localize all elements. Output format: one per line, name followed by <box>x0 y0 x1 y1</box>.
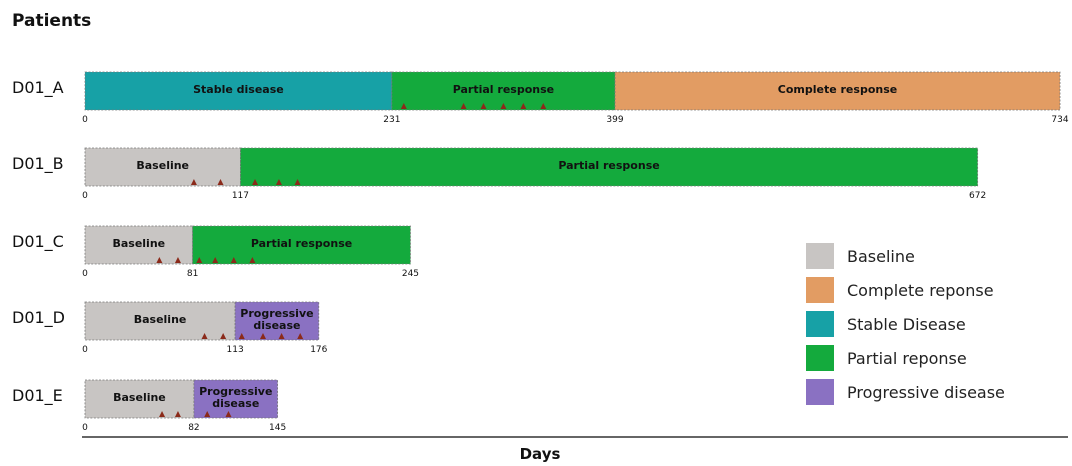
patient-id-label: D01_A <box>12 78 64 98</box>
timeline-segment <box>614 71 1061 111</box>
legend-label: Baseline <box>847 247 915 266</box>
segment-label: Baseline <box>136 159 189 172</box>
timeline-segment <box>84 379 195 419</box>
patient-id-label: D01_E <box>12 386 63 406</box>
event-marker <box>230 257 237 263</box>
event-marker <box>460 103 467 109</box>
patient-row: D01_A Stable disease Partial response Compl… <box>12 71 1069 125</box>
event-marker <box>294 179 301 185</box>
legend-item: Complete reponse <box>806 277 994 303</box>
event-marker <box>225 411 232 417</box>
event-marker <box>520 103 527 109</box>
segment-label: Progressive disease <box>199 385 272 410</box>
timeline-segment <box>234 301 320 341</box>
patient-row: D01_C Baseline Partial response 0 81 245 <box>12 225 419 279</box>
event-marker <box>159 411 166 417</box>
legend-swatch <box>806 243 834 269</box>
legend-label: Partial reponse <box>847 349 967 368</box>
segment-label: Partial response <box>251 237 352 250</box>
event-marker <box>249 257 256 263</box>
legend-swatch <box>806 311 834 337</box>
tick-label: 176 <box>310 345 327 355</box>
segment-label: Stable disease <box>193 83 284 96</box>
event-marker <box>297 333 304 339</box>
event-marker <box>540 103 547 109</box>
legend-swatch <box>806 379 834 405</box>
event-marker <box>259 333 266 339</box>
event-marker <box>190 179 197 185</box>
segment-label: Progressive disease <box>240 307 313 332</box>
chart-title: Patients <box>12 11 91 31</box>
patient-row: D01_B Baseline Partial response 0 117 672 <box>12 147 986 201</box>
tick-label: 0 <box>82 345 88 355</box>
event-marker <box>212 257 219 263</box>
tick-label: 734 <box>1051 115 1068 125</box>
event-marker <box>238 333 245 339</box>
patient-row: D01_E Baseline Progressive disease 0 82 145 <box>12 379 286 433</box>
tick-label: 145 <box>269 423 286 433</box>
legend-label: Progressive disease <box>847 383 1005 402</box>
event-marker <box>278 333 285 339</box>
tick-label: 113 <box>227 345 244 355</box>
legend-label: Stable Disease <box>847 315 966 334</box>
event-marker <box>174 257 181 263</box>
event-marker <box>275 179 282 185</box>
x-axis-label: Days <box>520 445 561 463</box>
segment-label: Partial response <box>453 83 554 96</box>
timeline-segment <box>84 71 393 111</box>
legend-item: Baseline <box>806 243 915 269</box>
event-marker <box>204 411 211 417</box>
event-marker <box>156 257 163 263</box>
event-marker <box>174 411 181 417</box>
tick-label: 0 <box>82 423 88 433</box>
legend-item: Progressive disease <box>806 379 1005 405</box>
legend-item: Partial reponse <box>806 345 967 371</box>
segment-label: Baseline <box>112 237 165 250</box>
segment-label: Baseline <box>134 313 187 326</box>
event-marker <box>500 103 507 109</box>
segment-label: Baseline <box>113 391 166 404</box>
tick-label: 82 <box>188 423 199 433</box>
segment-label: Complete response <box>778 83 897 96</box>
event-marker <box>217 179 224 185</box>
segment-label: Partial response <box>558 159 659 172</box>
event-marker <box>480 103 487 109</box>
timeline-segment <box>192 225 411 265</box>
legend: Baseline Complete reponse Stable Disease Pa… <box>806 243 1005 405</box>
timeline-segment <box>84 147 241 187</box>
tick-label: 672 <box>969 191 986 201</box>
tick-label: 117 <box>232 191 249 201</box>
patient-rows: D01_A Stable disease Partial response Compl… <box>12 71 1069 433</box>
timeline-segment <box>193 379 279 419</box>
tick-label: 245 <box>402 269 419 279</box>
tick-label: 399 <box>606 115 623 125</box>
patient-id-label: D01_B <box>12 154 64 174</box>
legend-label: Complete reponse <box>847 281 994 300</box>
event-marker <box>220 333 227 339</box>
event-marker <box>400 103 407 109</box>
timeline-segment <box>84 301 236 341</box>
patient-id-label: D01_D <box>12 308 65 328</box>
tick-label: 231 <box>383 115 400 125</box>
patient-row: D01_D Baseline Progressive disease 0 113 176 <box>12 301 328 355</box>
patient-id-label: D01_C <box>12 232 64 252</box>
event-marker <box>201 333 208 339</box>
tick-label: 0 <box>82 191 88 201</box>
tick-label: 0 <box>82 269 88 279</box>
legend-swatch <box>806 277 834 303</box>
legend-item: Stable Disease <box>806 311 966 337</box>
legend-swatch <box>806 345 834 371</box>
tick-label: 0 <box>82 115 88 125</box>
event-marker <box>196 257 203 263</box>
tick-label: 81 <box>187 269 198 279</box>
timeline-segment <box>240 147 979 187</box>
event-marker <box>252 179 259 185</box>
